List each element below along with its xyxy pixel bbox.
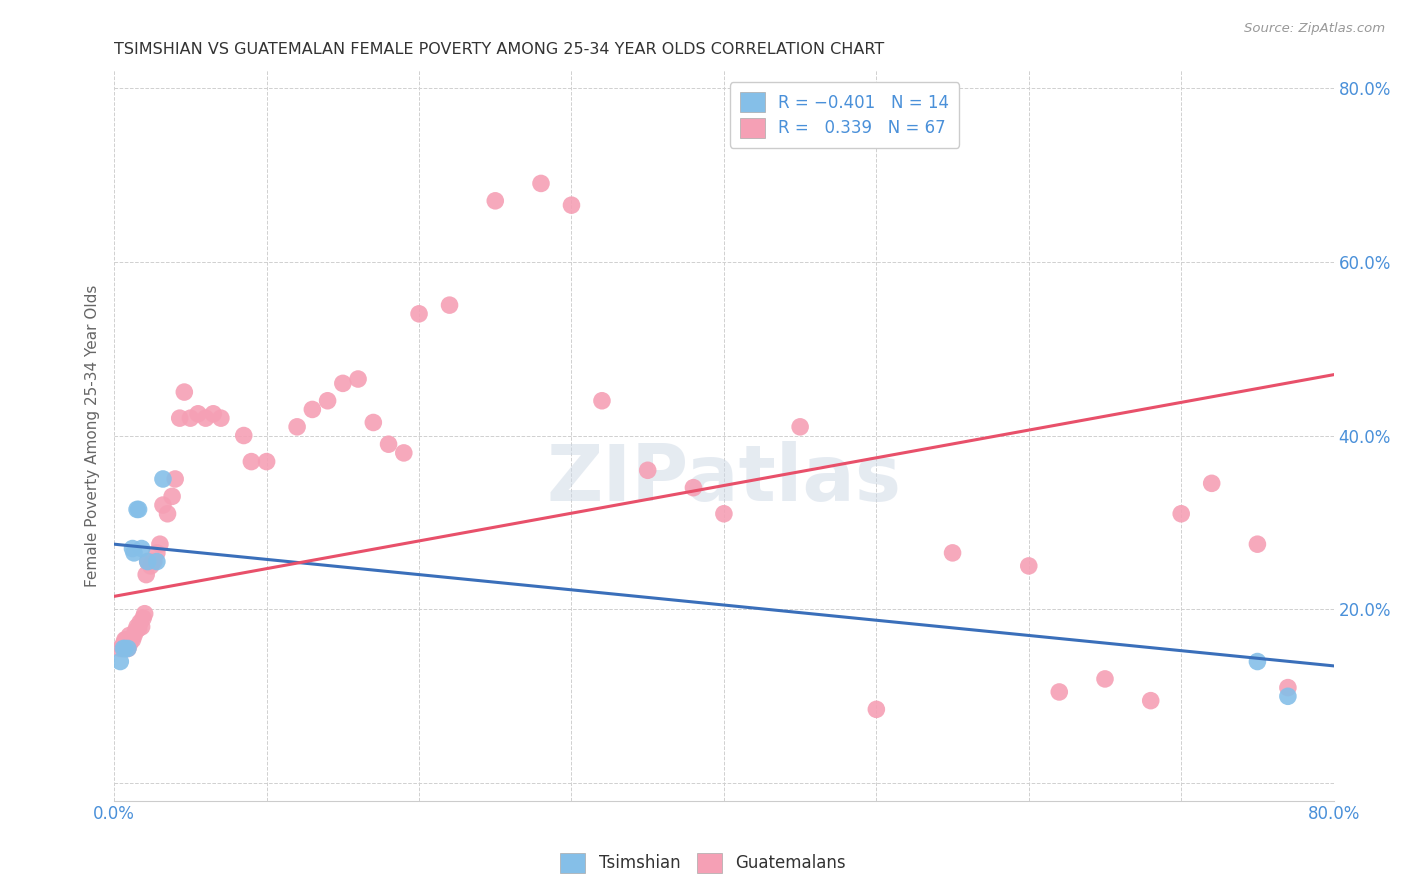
Point bbox=[149, 537, 172, 551]
Point bbox=[142, 555, 165, 569]
Point bbox=[141, 555, 163, 569]
Point bbox=[332, 376, 354, 391]
Point bbox=[363, 416, 385, 430]
Point bbox=[128, 622, 150, 636]
Point bbox=[156, 507, 179, 521]
Point bbox=[125, 502, 148, 516]
Point bbox=[165, 472, 187, 486]
Point bbox=[240, 454, 263, 468]
Point bbox=[484, 194, 506, 208]
Point bbox=[1246, 537, 1268, 551]
Point bbox=[132, 611, 155, 625]
Point bbox=[1018, 558, 1040, 573]
Point bbox=[114, 632, 136, 647]
Point bbox=[1139, 693, 1161, 707]
Point bbox=[121, 632, 143, 647]
Point bbox=[179, 411, 201, 425]
Point bbox=[110, 641, 132, 656]
Point bbox=[118, 628, 141, 642]
Point bbox=[256, 454, 278, 468]
Point bbox=[125, 620, 148, 634]
Point bbox=[121, 541, 143, 556]
Point bbox=[117, 641, 139, 656]
Point bbox=[789, 420, 811, 434]
Point bbox=[316, 393, 339, 408]
Point bbox=[134, 607, 156, 621]
Text: ZIPatlas: ZIPatlas bbox=[547, 442, 901, 517]
Point bbox=[408, 307, 430, 321]
Point bbox=[1277, 690, 1299, 704]
Point bbox=[115, 632, 138, 647]
Point bbox=[136, 555, 159, 569]
Point bbox=[120, 632, 142, 647]
Point bbox=[392, 446, 415, 460]
Point bbox=[152, 498, 174, 512]
Point bbox=[187, 407, 209, 421]
Point bbox=[1246, 655, 1268, 669]
Point bbox=[131, 541, 153, 556]
Point bbox=[124, 624, 146, 639]
Point bbox=[202, 407, 225, 421]
Point bbox=[713, 507, 735, 521]
Point bbox=[146, 546, 169, 560]
Text: Source: ZipAtlas.com: Source: ZipAtlas.com bbox=[1244, 22, 1385, 36]
Legend: R = −0.401   N = 14, R =   0.339   N = 67: R = −0.401 N = 14, R = 0.339 N = 67 bbox=[730, 82, 959, 147]
Point bbox=[118, 637, 141, 651]
Point bbox=[439, 298, 461, 312]
Point bbox=[112, 637, 135, 651]
Point bbox=[637, 463, 659, 477]
Point bbox=[173, 385, 195, 400]
Text: TSIMSHIAN VS GUATEMALAN FEMALE POVERTY AMONG 25-34 YEAR OLDS CORRELATION CHART: TSIMSHIAN VS GUATEMALAN FEMALE POVERTY A… bbox=[114, 42, 884, 57]
Point bbox=[136, 555, 159, 569]
Point bbox=[115, 632, 138, 647]
Point bbox=[1201, 476, 1223, 491]
Point bbox=[122, 546, 145, 560]
Point bbox=[682, 481, 704, 495]
Point bbox=[941, 546, 963, 560]
Point bbox=[194, 411, 217, 425]
Point bbox=[169, 411, 191, 425]
Point bbox=[232, 428, 254, 442]
Point bbox=[865, 702, 887, 716]
Point bbox=[152, 472, 174, 486]
Point bbox=[112, 641, 135, 656]
Y-axis label: Female Poverty Among 25-34 Year Olds: Female Poverty Among 25-34 Year Olds bbox=[86, 285, 100, 587]
Point bbox=[301, 402, 323, 417]
Point bbox=[1277, 681, 1299, 695]
Point bbox=[129, 615, 152, 630]
Point bbox=[146, 555, 169, 569]
Point bbox=[110, 655, 132, 669]
Point bbox=[114, 641, 136, 656]
Point bbox=[1170, 507, 1192, 521]
Point bbox=[591, 393, 613, 408]
Point bbox=[347, 372, 370, 386]
Point bbox=[377, 437, 399, 451]
Point bbox=[139, 558, 162, 573]
Point bbox=[560, 198, 582, 212]
Point bbox=[1047, 685, 1070, 699]
Point bbox=[209, 411, 232, 425]
Point bbox=[128, 502, 150, 516]
Point bbox=[530, 177, 553, 191]
Legend: Tsimshian, Guatemalans: Tsimshian, Guatemalans bbox=[554, 847, 852, 880]
Point bbox=[131, 620, 153, 634]
Point bbox=[285, 420, 308, 434]
Point bbox=[135, 567, 157, 582]
Point bbox=[117, 641, 139, 656]
Point bbox=[122, 628, 145, 642]
Point bbox=[1094, 672, 1116, 686]
Point bbox=[160, 489, 183, 503]
